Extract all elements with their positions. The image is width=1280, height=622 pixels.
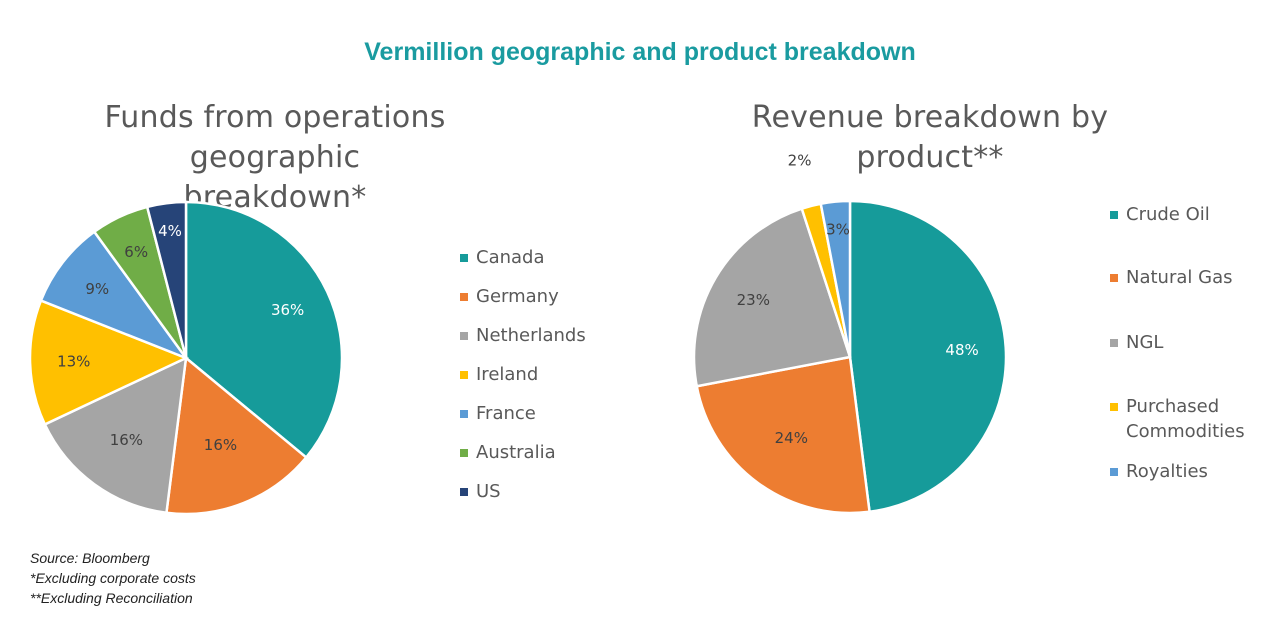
pie-slice-canada <box>184 200 344 460</box>
legend-swatch <box>1110 468 1118 476</box>
chart-title-product: Revenue breakdown by product** <box>690 98 1170 178</box>
legend-label: US <box>476 481 501 502</box>
pie-chart-product: 48% 24% 23% 2% 3% <box>692 152 1008 515</box>
legend-swatch <box>460 371 468 379</box>
legend-label: NGL <box>1126 332 1164 353</box>
data-label-france: 9% <box>85 280 109 298</box>
legend-item-crude-oil: Crude Oil <box>1110 202 1210 227</box>
pie-slice-crude-oil <box>848 199 1008 514</box>
legend-label: Natural Gas <box>1126 267 1233 288</box>
legend-product: Crude Oil Natural Gas NGL Purchased Commodit… <box>1110 200 1270 490</box>
legend-label: Royalties <box>1126 461 1208 482</box>
legend-item-netherlands: Netherlands <box>460 323 586 348</box>
legend-swatch <box>460 449 468 457</box>
data-label-purchased-commodities: 2% <box>788 152 812 170</box>
legend-swatch <box>460 293 468 301</box>
chart-title-line: Revenue breakdown by product** <box>751 100 1109 175</box>
pie-slice-france <box>39 230 190 361</box>
legend-swatch <box>460 410 468 418</box>
legend-label: France <box>476 403 536 424</box>
legend-swatch <box>1110 403 1118 411</box>
legend-item-natural-gas: Natural Gas <box>1110 265 1232 290</box>
pie-chart-geographic: 36% 16% 16% 13% 9% 6% 4% <box>28 200 344 516</box>
legend-label: Purchased Commodities <box>1126 396 1245 442</box>
chart-title-geographic: Funds from operations geographic breakdo… <box>30 98 520 218</box>
legend-label: Canada <box>476 247 545 268</box>
footnote-corporate-costs: *Excluding corporate costs <box>30 570 196 586</box>
legend-item-canada: Canada <box>460 245 545 270</box>
legend-item-france: France <box>460 401 536 426</box>
footnotes: Source: Bloomberg *Excluding corporate c… <box>30 548 196 608</box>
legend-item-australia: Australia <box>460 440 556 465</box>
chart-title-line: Funds from operations geographic <box>104 100 446 175</box>
pie-slice-natural-gas <box>695 355 871 515</box>
footnote-reconciliation: **Excluding Reconciliation <box>30 590 193 606</box>
data-label-australia: 6% <box>124 243 148 261</box>
pie-slice-us <box>145 200 188 359</box>
legend-label: Australia <box>476 442 556 463</box>
pie-slice-netherlands <box>43 355 188 515</box>
pie-slice-ngl <box>692 207 852 388</box>
legend-swatch <box>1110 274 1118 282</box>
data-label-crude-oil: 48% <box>945 341 978 359</box>
legend-item-us: US <box>460 479 501 504</box>
legend-swatch <box>460 332 468 340</box>
legend-item-royalties: Royalties <box>1110 459 1208 484</box>
legend-label: Germany <box>476 286 559 307</box>
legend-item-germany: Germany <box>460 284 559 309</box>
legend-geographic: Canada Germany Netherlands Ireland France Aus… <box>460 245 620 505</box>
pie-slice-royalties <box>819 199 852 358</box>
data-label-natural-gas: 24% <box>775 429 808 447</box>
legend-swatch <box>460 254 468 262</box>
legend-label: Crude Oil <box>1126 204 1210 225</box>
data-label-us: 4% <box>158 222 182 240</box>
legend-swatch <box>1110 211 1118 219</box>
pie-slice-germany <box>165 355 308 516</box>
data-label-netherlands: 16% <box>110 431 143 449</box>
legend-item-ngl: NGL <box>1110 330 1163 355</box>
pie-slice-ireland <box>28 298 190 427</box>
data-label-germany: 16% <box>204 436 237 454</box>
legend-label: Ireland <box>476 364 539 385</box>
data-label-canada: 36% <box>271 301 304 319</box>
data-label-ireland: 13% <box>57 353 90 371</box>
legend-item-purchased-commodities: Purchased Commodities <box>1110 394 1245 444</box>
data-label-royalties: 3% <box>826 221 850 239</box>
legend-item-ireland: Ireland <box>460 362 538 387</box>
legend-swatch <box>1110 339 1118 347</box>
source-note: Source: Bloomberg <box>30 550 150 566</box>
data-label-ngl: 23% <box>737 291 770 309</box>
legend-label: Netherlands <box>476 325 586 346</box>
page-title: Vermillion geographic and product breakd… <box>364 38 916 66</box>
legend-swatch <box>460 488 468 496</box>
